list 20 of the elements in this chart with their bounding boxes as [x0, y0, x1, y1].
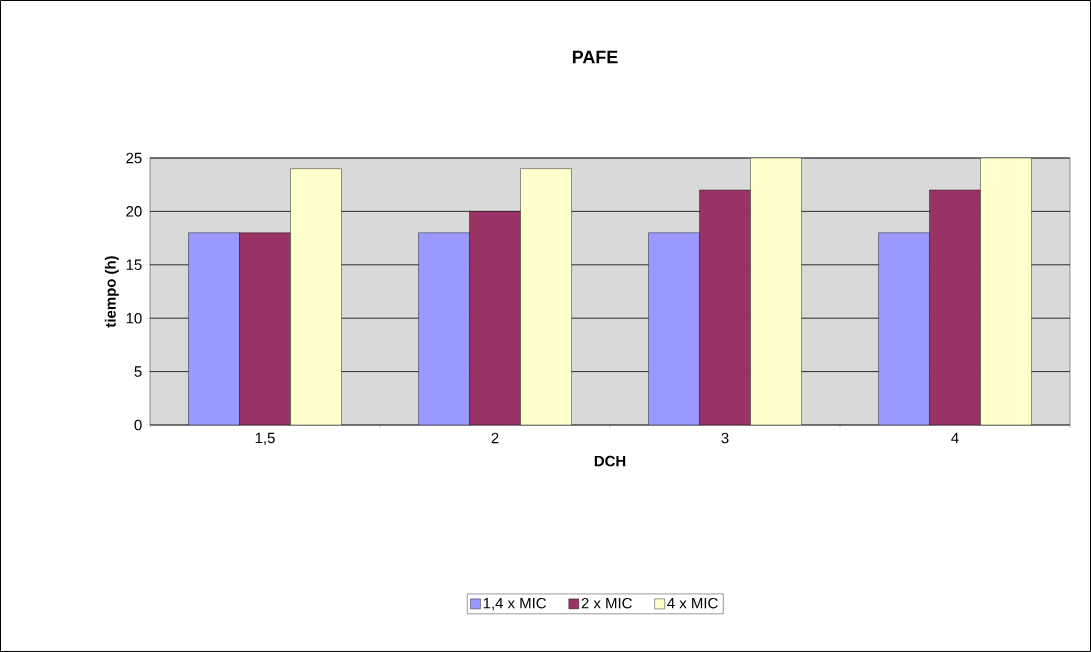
y-axis-title: tiempo (h) [104, 256, 119, 328]
legend-label: 4 x MIC [667, 597, 718, 609]
x-tick-label: 2 [491, 432, 499, 444]
x-axis-title: DCH [594, 455, 626, 467]
bar [699, 189, 751, 425]
chart-title: PAFE [572, 50, 618, 64]
legend-label: 2 x MIC [581, 597, 632, 609]
y-tick-label: 0 [134, 419, 142, 431]
y-tick-label: 10 [126, 312, 142, 324]
y-tick-label: 15 [126, 259, 142, 270]
x-tick-label: 1,5 [255, 432, 275, 445]
bar [469, 211, 521, 425]
legend-label: 1,4 x MIC [483, 597, 547, 611]
bar [929, 189, 981, 425]
x-tick-label: 4 [951, 432, 959, 444]
x-tick-label: 3 [721, 432, 729, 444]
y-tick-label: 5 [134, 366, 142, 377]
y-tick-label: 25 [126, 152, 142, 164]
bar [239, 232, 291, 425]
y-tick-label: 20 [126, 206, 142, 217]
